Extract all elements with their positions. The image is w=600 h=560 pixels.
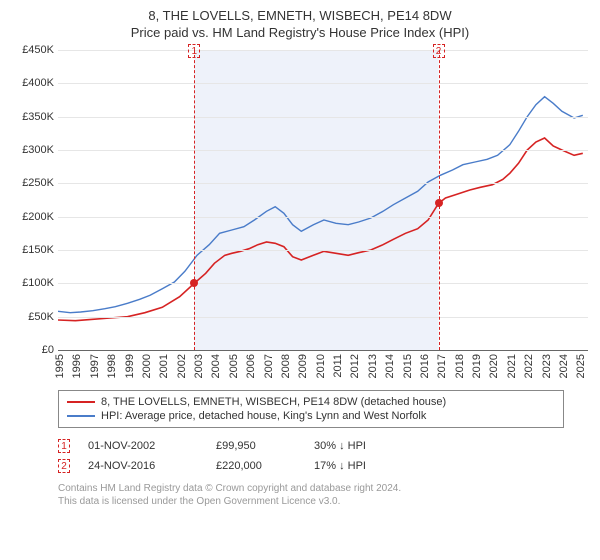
x-tick-label: 2010 [315, 354, 327, 378]
legend-swatch [67, 415, 95, 417]
x-tick-label: 2008 [280, 354, 292, 378]
x-tick-label: 1999 [124, 354, 136, 378]
x-tick-label: 2023 [541, 354, 553, 378]
y-tick-label: £150K [10, 244, 54, 256]
gridline [58, 217, 588, 218]
gridline [58, 317, 588, 318]
sale-price: £220,000 [216, 460, 296, 472]
sales-table: 1 01-NOV-2002 £99,950 30% ↓ HPI 2 24-NOV-2016… [58, 436, 564, 476]
x-tick-label: 2011 [332, 354, 344, 378]
x-tick-label: 2007 [263, 354, 275, 378]
marker-dot [190, 279, 198, 287]
x-tick-label: 1997 [89, 354, 101, 378]
marker-dot [435, 199, 443, 207]
y-tick-label: £400K [10, 77, 54, 89]
x-tick-label: 2013 [367, 354, 379, 378]
sale-delta: 30% ↓ HPI [314, 440, 564, 452]
marker-label: 1 [188, 44, 200, 58]
x-tick-label: 2020 [488, 354, 500, 378]
x-tick-label: 2005 [228, 354, 240, 378]
sale-row: 2 24-NOV-2016 £220,000 17% ↓ HPI [58, 456, 564, 476]
page-title: 8, THE LOVELLS, EMNETH, WISBECH, PE14 8D… [10, 8, 590, 23]
gridline [58, 250, 588, 251]
gridline [58, 83, 588, 84]
chart: £0£50K£100K£150K£200K£250K£300K£350K£400… [58, 50, 588, 382]
x-tick-label: 2022 [523, 354, 535, 378]
x-tick-label: 2003 [193, 354, 205, 378]
x-tick-label: 2001 [158, 354, 170, 378]
y-tick-label: £350K [10, 111, 54, 123]
x-tick-label: 2016 [419, 354, 431, 378]
x-tick-label: 2002 [176, 354, 188, 378]
gridline [58, 117, 588, 118]
y-tick-label: £50K [10, 311, 54, 323]
sale-date: 24-NOV-2016 [88, 460, 198, 472]
x-tick-label: 1996 [71, 354, 83, 378]
gridline [58, 283, 588, 284]
x-tick-label: 2006 [245, 354, 257, 378]
legend-item: 8, THE LOVELLS, EMNETH, WISBECH, PE14 8D… [67, 395, 555, 409]
footnote-line: Contains HM Land Registry data © Crown c… [58, 482, 590, 495]
gridline [58, 50, 588, 51]
sale-price: £99,950 [216, 440, 296, 452]
x-tick-label: 2009 [297, 354, 309, 378]
gridline [58, 183, 588, 184]
x-axis: 1995199619971998199920002001200220032004… [58, 350, 588, 382]
sale-marker: 1 [58, 439, 70, 453]
x-tick-label: 1995 [54, 354, 66, 378]
marker-vline [194, 50, 195, 350]
y-tick-label: £200K [10, 211, 54, 223]
sale-delta: 17% ↓ HPI [314, 460, 564, 472]
legend-item: HPI: Average price, detached house, King… [67, 409, 555, 423]
sale-row: 1 01-NOV-2002 £99,950 30% ↓ HPI [58, 436, 564, 456]
legend-label: HPI: Average price, detached house, King… [101, 410, 426, 422]
chart-svg [58, 50, 588, 350]
y-tick-label: £100K [10, 277, 54, 289]
legend-swatch [67, 401, 95, 403]
x-tick-label: 2025 [575, 354, 587, 378]
y-tick-label: £250K [10, 177, 54, 189]
x-tick-label: 2012 [349, 354, 361, 378]
sale-date: 01-NOV-2002 [88, 440, 198, 452]
x-tick-label: 2014 [384, 354, 396, 378]
x-tick-label: 1998 [106, 354, 118, 378]
y-axis: £0£50K£100K£150K£200K£250K£300K£350K£400… [10, 50, 54, 350]
x-tick-label: 2018 [454, 354, 466, 378]
y-tick-label: £450K [10, 44, 54, 56]
gridline [58, 150, 588, 151]
legend-label: 8, THE LOVELLS, EMNETH, WISBECH, PE14 8D… [101, 396, 446, 408]
marker-label: 2 [433, 44, 445, 58]
x-tick-label: 2004 [210, 354, 222, 378]
plot-area: 12 [58, 50, 588, 350]
legend: 8, THE LOVELLS, EMNETH, WISBECH, PE14 8D… [58, 390, 564, 428]
footnote-line: This data is licensed under the Open Gov… [58, 495, 590, 508]
sale-marker: 2 [58, 459, 70, 473]
y-tick-label: £300K [10, 144, 54, 156]
x-tick-label: 2000 [141, 354, 153, 378]
x-tick-label: 2024 [558, 354, 570, 378]
x-tick-label: 2019 [471, 354, 483, 378]
footnote: Contains HM Land Registry data © Crown c… [58, 482, 590, 508]
page-subtitle: Price paid vs. HM Land Registry's House … [10, 25, 590, 40]
x-tick-label: 2015 [402, 354, 414, 378]
y-tick-label: £0 [10, 344, 54, 356]
x-tick-label: 2021 [506, 354, 518, 378]
x-tick-label: 2017 [436, 354, 448, 378]
